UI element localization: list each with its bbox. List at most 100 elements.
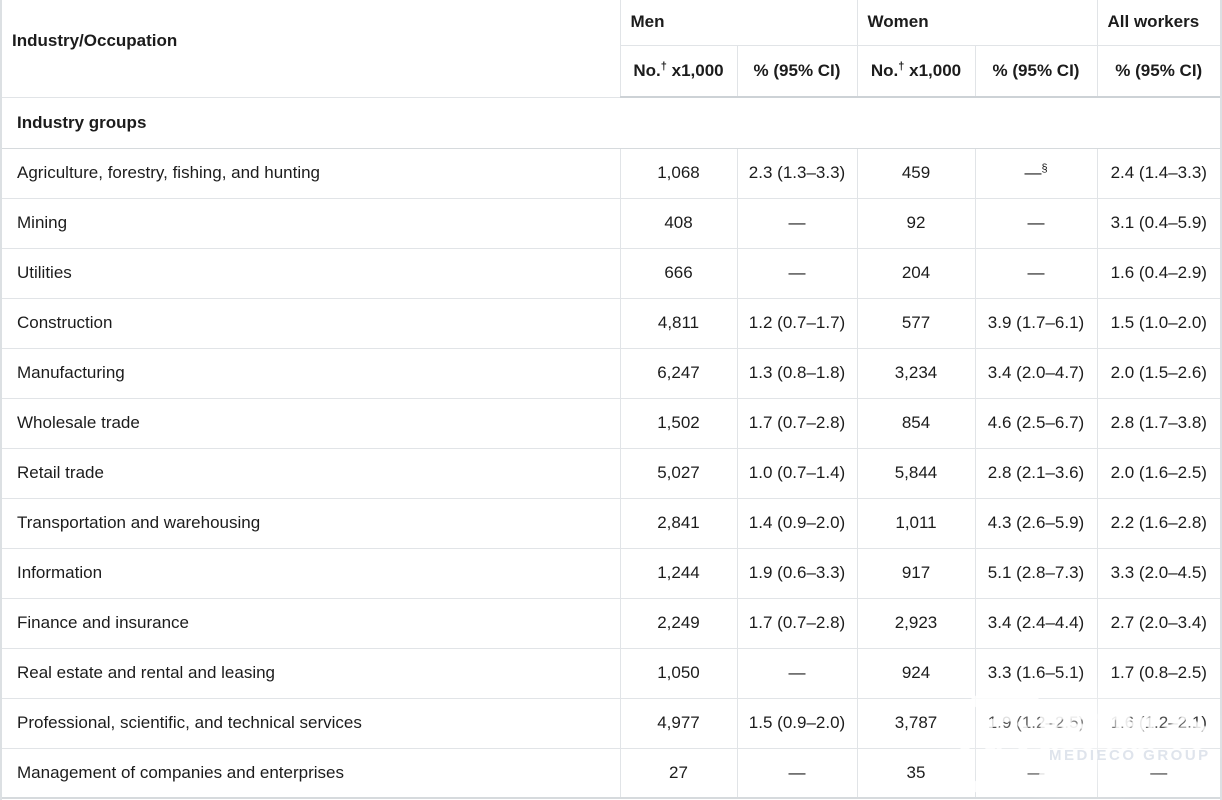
women-number-cell: 3,234 [856, 348, 976, 399]
men-percent-ci-cell: 1.9 (0.6–3.3) [736, 548, 858, 599]
men-number-cell: 4,811 [619, 298, 738, 349]
women-percent-ci-cell: 4.3 (2.6–5.9) [974, 498, 1098, 549]
all-workers-percent-ci-cell: 1.6 (0.4–2.9) [1096, 248, 1221, 299]
all-workers-percent-ci-cell: 2.8 (1.7–3.8) [1096, 398, 1221, 449]
women-percent-ci-cell: 3.4 (2.4–4.4) [974, 598, 1098, 649]
men-number-cell: 4,977 [619, 698, 738, 749]
women-number-cell: 1,011 [856, 498, 976, 549]
men-number-cell: 2,841 [619, 498, 738, 549]
men-number-cell: 2,249 [619, 598, 738, 649]
section-label-industry-groups: Industry groups [2, 97, 1221, 149]
row-label: Transportation and warehousing [2, 498, 621, 549]
women-number-cell: 5,844 [856, 448, 976, 499]
column-header-men-percent-ci: % (95% CI) [736, 45, 858, 98]
table-row: Mining 408 — 92 — 3.1 (0.4–5.9) [2, 198, 1221, 249]
women-number-cell: 204 [856, 248, 976, 299]
women-percent-ci-cell: — [974, 748, 1098, 799]
men-percent-ci-cell: — [736, 198, 858, 249]
table-row: Real estate and rental and leasing 1,050… [2, 648, 1221, 699]
women-number-cell: 917 [856, 548, 976, 599]
table-row: Construction 4,811 1.2 (0.7–1.7) 577 3.9… [2, 298, 1221, 349]
men-number-cell: 1,050 [619, 648, 738, 699]
women-number-cell: 92 [856, 198, 976, 249]
row-label: Construction [2, 298, 621, 349]
women-percent-ci-cell: — [974, 198, 1098, 249]
women-number-cell: 35 [856, 748, 976, 799]
men-number-cell: 1,068 [619, 148, 738, 199]
women-percent-ci-cell: 5.1 (2.8–7.3) [974, 548, 1098, 599]
men-percent-ci-cell: 1.4 (0.9–2.0) [736, 498, 858, 549]
men-number-cell: 408 [619, 198, 738, 249]
women-number-cell: 924 [856, 648, 976, 699]
women-percent-ci-cell: 3.9 (1.7–6.1) [974, 298, 1098, 349]
row-label: Real estate and rental and leasing [2, 648, 621, 699]
women-number-cell: 3,787 [856, 698, 976, 749]
table-body: Industry groups Agriculture, forestry, f… [2, 97, 1221, 799]
table-row: Professional, scientific, and technical … [2, 698, 1221, 749]
column-header-women-number: No.† x1,000 [856, 45, 976, 98]
men-number-cell: 666 [619, 248, 738, 299]
column-group-women: Women [856, 0, 1098, 46]
row-label: Professional, scientific, and technical … [2, 698, 621, 749]
men-percent-ci-cell: 1.7 (0.7–2.8) [736, 398, 858, 449]
all-workers-percent-ci-cell: 2.2 (1.6–2.8) [1096, 498, 1221, 549]
men-percent-ci-cell: — [736, 648, 858, 699]
row-label: Manufacturing [2, 348, 621, 399]
all-workers-percent-ci-cell: 2.7 (2.0–3.4) [1096, 598, 1221, 649]
table-row: Information 1,244 1.9 (0.6–3.3) 917 5.1 … [2, 548, 1221, 599]
table-row: Manufacturing 6,247 1.3 (0.8–1.8) 3,234 … [2, 348, 1221, 399]
column-header-women-percent-ci: % (95% CI) [974, 45, 1098, 98]
all-workers-percent-ci-cell: 1.7 (0.8–2.5) [1096, 648, 1221, 699]
row-label: Retail trade [2, 448, 621, 499]
all-workers-percent-ci-cell: 1.5 (1.0–2.0) [1096, 298, 1221, 349]
table-row: Transportation and warehousing 2,841 1.4… [2, 498, 1221, 549]
all-workers-percent-ci-cell: 2.4 (1.4–3.3) [1096, 148, 1221, 199]
table-row: Agriculture, forestry, fishing, and hunt… [2, 148, 1221, 199]
column-group-men: Men [619, 0, 858, 46]
women-number-cell: 854 [856, 398, 976, 449]
men-number-cell: 5,027 [619, 448, 738, 499]
group-header-row: Industry/Occupation Men Women All worker… [2, 0, 1221, 98]
row-label: Finance and insurance [2, 598, 621, 649]
men-percent-ci-cell: 1.0 (0.7–1.4) [736, 448, 858, 499]
column-header-men-number: No.† x1,000 [620, 45, 738, 98]
women-percent-ci-cell: 1.9 (1.2–2.5) [974, 698, 1098, 749]
men-percent-ci-cell: 1.7 (0.7–2.8) [736, 598, 858, 649]
dagger-footnote-marker: † [898, 60, 905, 73]
men-number-cell: 1,244 [619, 548, 738, 599]
men-percent-ci-cell: 1.2 (0.7–1.7) [736, 298, 858, 349]
men-percent-ci-cell: — [736, 748, 858, 799]
table-row: Utilities 666 — 204 — 1.6 (0.4–2.9) [2, 248, 1221, 299]
women-percent-ci-cell: 3.3 (1.6–5.1) [974, 648, 1098, 699]
table-row: Retail trade 5,027 1.0 (0.7–1.4) 5,844 2… [2, 448, 1221, 499]
column-header-all-workers-percent-ci: % (95% CI) [1096, 45, 1221, 98]
men-number-cell: 1,502 [619, 398, 738, 449]
row-label: Wholesale trade [2, 398, 621, 449]
men-percent-ci-cell: 1.3 (0.8–1.8) [736, 348, 858, 399]
all-workers-percent-ci-cell: 2.0 (1.6–2.5) [1096, 448, 1221, 499]
sub-header-row: No.† x1,000 % (95% CI) No.† x1,000 % (95… [2, 45, 1221, 98]
all-workers-percent-ci-cell: 2.0 (1.5–2.6) [1096, 348, 1221, 399]
all-workers-percent-ci-cell: — [1096, 748, 1221, 799]
women-percent-ci-cell: 4.6 (2.5–6.7) [974, 398, 1098, 449]
men-percent-ci-cell: — [736, 248, 858, 299]
dagger-footnote-marker: † [660, 60, 667, 73]
all-workers-percent-ci-cell: 1.6 (1.2–2.1) [1096, 698, 1221, 749]
women-percent-ci-cell: 2.8 (2.1–3.6) [974, 448, 1098, 499]
women-percent-ci-cell: — [974, 248, 1098, 299]
row-label: Agriculture, forestry, fishing, and hunt… [2, 148, 621, 199]
column-group-all-workers: All workers [1096, 0, 1221, 46]
row-label: Management of companies and enterprises [2, 748, 621, 799]
row-label: Mining [2, 198, 621, 249]
women-number-cell: 577 [856, 298, 976, 349]
men-percent-ci-cell: 1.5 (0.9–2.0) [736, 698, 858, 749]
all-workers-percent-ci-cell: 3.3 (2.0–4.5) [1096, 548, 1221, 599]
row-label: Information [2, 548, 621, 599]
row-label: Utilities [2, 248, 621, 299]
table-row: Wholesale trade 1,502 1.7 (0.7–2.8) 854 … [2, 398, 1221, 449]
women-number-cell: 2,923 [856, 598, 976, 649]
table-row: Finance and insurance 2,249 1.7 (0.7–2.8… [2, 598, 1221, 649]
all-workers-percent-ci-cell: 3.1 (0.4–5.9) [1096, 198, 1221, 249]
